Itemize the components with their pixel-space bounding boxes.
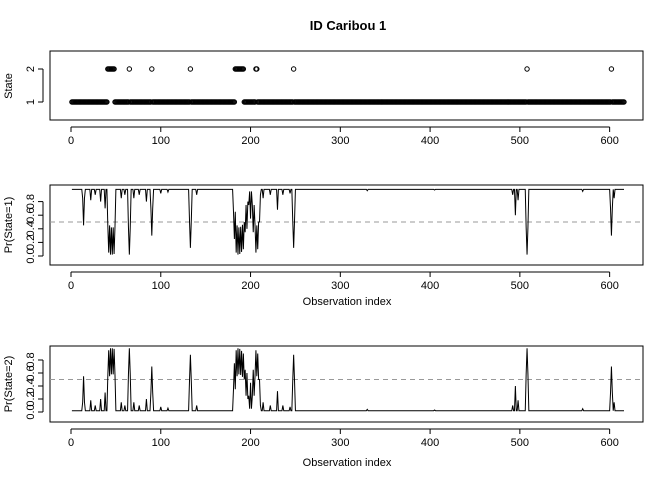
x-tick-label: 200 (241, 437, 259, 449)
x-axis: 0 100 200 300 400 500 600 (68, 126, 619, 147)
y-tick-label: 0.0 (25, 404, 37, 419)
plot-frame (49, 184, 644, 266)
x-tick-label: 500 (511, 437, 529, 449)
probability-line (71, 348, 624, 412)
x-tick-label: 300 (331, 437, 349, 449)
y-tick-label: 0.2 (25, 235, 37, 250)
panel-state: State 0 100 200 300 400 500 600 12 (3, 50, 644, 147)
x-tick-label: 600 (600, 135, 618, 147)
x-axis-label: Observation index (303, 296, 392, 308)
x-axis: 0 100 200 300 400 500 600 (68, 428, 619, 449)
y-tick-label: 0.8 (25, 194, 37, 209)
y-axis-label: Pr(State=1) (3, 197, 15, 254)
x-tick-label: 400 (421, 437, 439, 449)
panel-pr-state2: Pr(State=2) Observation index 0 100 200 300… (3, 345, 644, 469)
state-points (69, 66, 627, 105)
y-tick-label: 0.6 (25, 365, 37, 380)
plot-frame (49, 345, 644, 423)
x-tick-label: 600 (600, 437, 618, 449)
x-tick-label: 500 (511, 135, 529, 147)
x-tick-label: 400 (421, 280, 439, 292)
x-tick-label: 300 (331, 280, 349, 292)
state-point (104, 99, 110, 105)
y-tick-label: 0.8 (25, 352, 37, 367)
state-point (621, 99, 627, 105)
y-tick-label: 2 (25, 66, 37, 72)
state-point (524, 66, 530, 72)
x-tick-label: 0 (68, 437, 74, 449)
x-tick-label: 400 (421, 135, 439, 147)
probability-line (71, 188, 624, 255)
y-axis: 0.00.20.40.60.8 (25, 352, 44, 420)
x-tick-label: 0 (68, 135, 74, 147)
state-point (240, 66, 247, 72)
state-point (608, 66, 615, 72)
y-tick-label: 0.6 (25, 208, 37, 223)
state-point (254, 66, 260, 72)
y-axis-label: Pr(State=2) (3, 356, 15, 413)
y-tick-label: 0.0 (25, 248, 37, 263)
x-tick-label: 100 (152, 135, 170, 147)
state-point (187, 66, 194, 72)
panel-pr-state1: Pr(State=1) Observation index 0 100 200 300… (3, 184, 644, 308)
plot-frame (49, 50, 644, 121)
state-point (290, 66, 297, 72)
x-tick-label: 600 (600, 280, 618, 292)
y-tick-label: 0.2 (25, 391, 37, 406)
x-tick-label: 200 (241, 135, 259, 147)
chart-title: ID Caribou 1 (310, 18, 387, 33)
x-tick-label: 100 (152, 437, 170, 449)
x-tick-label: 500 (511, 280, 529, 292)
x-tick-label: 0 (68, 280, 74, 292)
state-point (149, 66, 155, 72)
y-axis: 0.00.20.40.60.8 (25, 194, 44, 264)
y-axis-label: State (3, 73, 15, 99)
y-axis: 12 (25, 66, 44, 105)
y-tick-label: 1 (25, 99, 37, 105)
state-point (231, 99, 238, 105)
x-axis: 0 100 200 300 400 500 600 (68, 271, 619, 292)
state-point (111, 66, 117, 72)
x-tick-label: 100 (152, 280, 170, 292)
state-point (126, 66, 133, 72)
x-axis-label: Observation index (303, 457, 392, 469)
y-tick-label: 0.4 (25, 378, 37, 393)
x-tick-label: 300 (331, 135, 349, 147)
x-tick-label: 200 (241, 280, 259, 292)
y-tick-label: 0.4 (25, 221, 37, 236)
